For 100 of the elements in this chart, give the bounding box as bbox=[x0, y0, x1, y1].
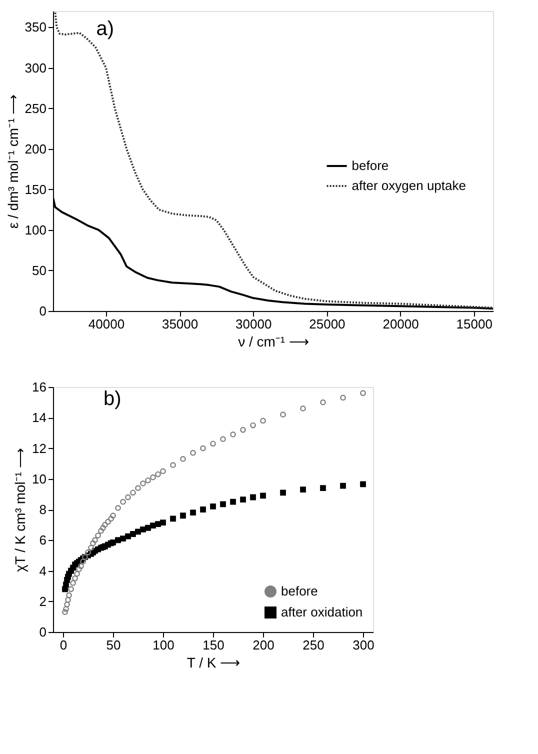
y-tick-label: 0 bbox=[39, 304, 46, 318]
point bbox=[62, 609, 68, 616]
point bbox=[300, 486, 306, 493]
y-tick-label: 250 bbox=[24, 100, 46, 116]
point bbox=[72, 575, 78, 582]
point bbox=[240, 496, 246, 502]
y-tick-label: 16 bbox=[32, 380, 46, 394]
point bbox=[68, 586, 74, 592]
point bbox=[210, 440, 216, 447]
point bbox=[280, 490, 286, 496]
point bbox=[64, 601, 70, 608]
x-tick-label: 100 bbox=[152, 638, 174, 652]
point bbox=[92, 537, 98, 544]
point bbox=[150, 522, 156, 529]
x-tick-label: 50 bbox=[106, 638, 121, 652]
point bbox=[340, 394, 346, 401]
point bbox=[300, 405, 306, 412]
legend-label: after oxidation bbox=[281, 604, 363, 620]
point bbox=[220, 436, 226, 442]
point bbox=[360, 481, 366, 488]
point bbox=[78, 563, 84, 570]
y-tick-label: 200 bbox=[24, 141, 46, 156]
point bbox=[70, 580, 76, 586]
point bbox=[120, 498, 126, 505]
point bbox=[170, 516, 176, 522]
x-tick-label: 15000 bbox=[456, 316, 492, 332]
point bbox=[260, 418, 266, 424]
x-tick-label: 200 bbox=[252, 638, 274, 652]
x-tick-label: 40000 bbox=[88, 316, 125, 332]
x-tick-label: 25000 bbox=[309, 316, 346, 332]
point bbox=[115, 505, 121, 511]
point bbox=[170, 462, 176, 468]
point bbox=[100, 524, 106, 531]
point bbox=[105, 518, 111, 525]
point bbox=[190, 450, 196, 456]
point bbox=[180, 512, 186, 519]
point bbox=[180, 456, 186, 462]
point bbox=[160, 468, 166, 474]
point bbox=[140, 526, 146, 532]
point bbox=[210, 503, 216, 510]
point bbox=[145, 477, 151, 484]
point bbox=[160, 520, 166, 526]
point bbox=[65, 596, 71, 603]
point bbox=[145, 524, 151, 531]
y-tick-label: 14 bbox=[32, 410, 46, 426]
point bbox=[115, 537, 121, 544]
point bbox=[155, 521, 161, 527]
y-tick-label: 2 bbox=[39, 594, 46, 609]
y-tick-label: 12 bbox=[32, 440, 46, 456]
point bbox=[130, 490, 136, 496]
line-series bbox=[54, 12, 493, 309]
legend-label: before bbox=[352, 158, 389, 173]
chart-title: a) bbox=[96, 18, 114, 40]
legend-label: after oxygen uptake bbox=[352, 178, 466, 193]
y-tick-label: 6 bbox=[39, 532, 46, 548]
point bbox=[63, 606, 69, 612]
point bbox=[85, 549, 91, 556]
point bbox=[135, 485, 141, 492]
point bbox=[98, 528, 104, 534]
x-tick-label: 20000 bbox=[382, 316, 419, 332]
x-axis-title: T / K ⟶ bbox=[186, 654, 240, 670]
point bbox=[200, 445, 206, 452]
x-tick-label: 35000 bbox=[162, 316, 198, 332]
y-axis-title: ε / dm³ mol⁻¹ cm⁻¹ ⟶ bbox=[4, 94, 21, 229]
point bbox=[120, 536, 126, 542]
point bbox=[95, 532, 101, 538]
point bbox=[240, 426, 246, 433]
point bbox=[150, 474, 156, 480]
point bbox=[280, 412, 286, 418]
legend-label: before bbox=[281, 584, 318, 598]
x-tick-label: 300 bbox=[352, 638, 374, 652]
point bbox=[140, 480, 146, 486]
y-tick-label: 100 bbox=[24, 222, 46, 238]
point bbox=[155, 471, 161, 478]
y-tick-label: 0 bbox=[39, 624, 46, 640]
x-axis-title: ν / cm⁻¹ ⟶ bbox=[238, 334, 309, 350]
y-tick-label: 10 bbox=[32, 471, 46, 486]
point bbox=[76, 566, 82, 572]
point bbox=[108, 516, 114, 522]
point bbox=[230, 498, 236, 505]
y-tick-label: 8 bbox=[39, 502, 46, 517]
point bbox=[74, 570, 80, 577]
y-tick-label: 150 bbox=[24, 182, 46, 197]
point bbox=[340, 482, 346, 489]
point bbox=[200, 506, 206, 512]
x-tick-label: 30000 bbox=[236, 316, 272, 332]
point bbox=[66, 592, 72, 598]
point bbox=[125, 494, 131, 500]
point bbox=[320, 399, 326, 406]
y-tick-label: 300 bbox=[24, 60, 46, 76]
point bbox=[250, 494, 256, 500]
point bbox=[260, 492, 266, 499]
point bbox=[230, 432, 236, 438]
point bbox=[88, 544, 94, 551]
chart-title: b) bbox=[104, 388, 122, 410]
y-tick-label: 50 bbox=[32, 262, 46, 278]
point bbox=[250, 422, 256, 428]
x-tick-label: 150 bbox=[202, 638, 224, 652]
y-tick-label: 4 bbox=[39, 563, 46, 578]
x-tick-label: 0 bbox=[60, 638, 68, 652]
